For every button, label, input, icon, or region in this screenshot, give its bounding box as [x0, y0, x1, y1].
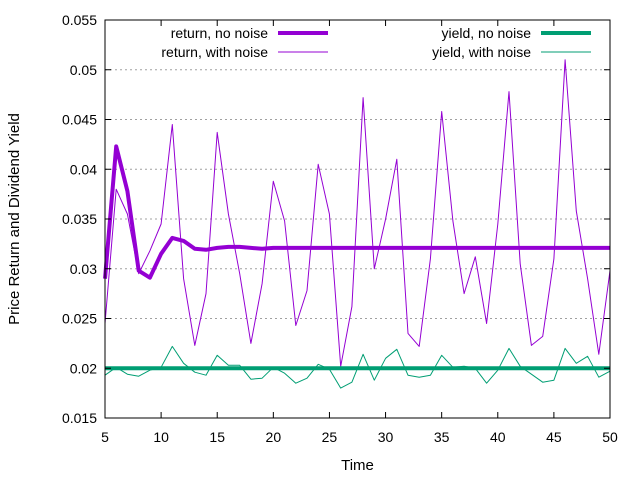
legend-label-yield-with-noise: yield, with noise — [432, 44, 531, 60]
x-tick-label: 40 — [490, 429, 506, 445]
x-tick-label: 25 — [322, 429, 338, 445]
y-tick-label: 0.035 — [62, 211, 97, 227]
y-tick-label: 0.04 — [70, 161, 97, 177]
x-tick-label: 45 — [546, 429, 562, 445]
y-tick-label: 0.025 — [62, 311, 97, 327]
axis-ticks: 0.015 0.02 0.025 0.03 0.035 0.04 0.045 0.05 0.05… — [62, 12, 618, 445]
x-tick-label: 10 — [153, 429, 169, 445]
x-tick-label: 15 — [209, 429, 225, 445]
x-tick-label: 30 — [378, 429, 394, 445]
x-tick-label: 20 — [266, 429, 282, 445]
legend-label-yield-no-noise: yield, no noise — [441, 25, 531, 41]
x-tick-label: 5 — [101, 429, 109, 445]
y-tick-label: 0.05 — [70, 62, 97, 78]
x-tick-label: 50 — [602, 429, 618, 445]
gridlines — [105, 69, 610, 369]
legend: return, no noise return, with noise yield,… — [161, 25, 591, 60]
x-axis-label: Time — [341, 457, 374, 474]
x-tick-label: 35 — [434, 429, 450, 445]
y-tick-label: 0.015 — [62, 410, 97, 426]
plot-series — [103, 59, 611, 389]
y-tick-label: 0.055 — [62, 12, 97, 28]
y-tick-label: 0.03 — [70, 261, 97, 277]
y-axis-label: Price Return and Dividend Yield — [6, 113, 23, 325]
y-tick-label: 0.02 — [70, 360, 97, 376]
series-line-return-no-noise — [103, 144, 610, 280]
series-line-return-with-noise — [104, 59, 611, 367]
legend-label-return-no-noise: return, no noise — [171, 25, 268, 41]
legend-label-return-with-noise: return, with noise — [161, 44, 268, 60]
y-tick-label: 0.045 — [62, 112, 97, 128]
